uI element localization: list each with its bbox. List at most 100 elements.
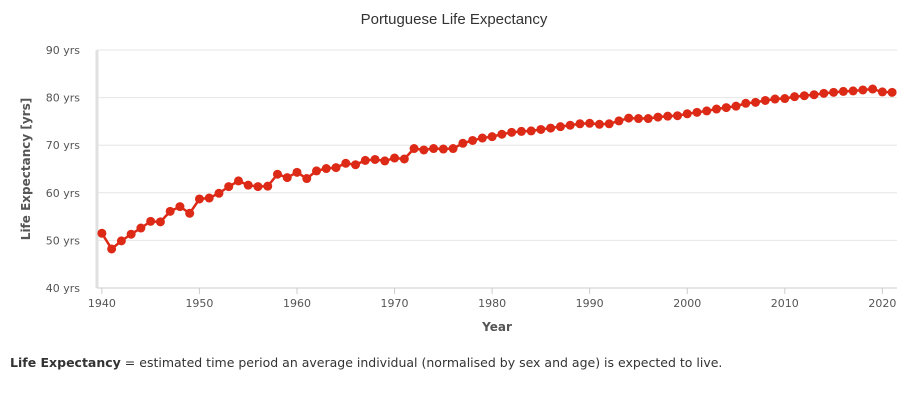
series-life-expectancy	[97, 84, 897, 254]
data-point-1957[interactable]	[263, 181, 273, 191]
data-point-2001[interactable]	[692, 107, 702, 117]
y-tick-label: 40 yrs	[46, 282, 81, 295]
data-point-1995[interactable]	[633, 114, 643, 124]
data-point-2000[interactable]	[682, 109, 692, 119]
data-point-1952[interactable]	[214, 188, 224, 198]
data-point-1978[interactable]	[468, 135, 478, 145]
data-point-1958[interactable]	[272, 169, 282, 179]
data-point-2018[interactable]	[858, 85, 868, 95]
data-point-1986[interactable]	[546, 123, 556, 133]
data-point-1994[interactable]	[624, 113, 634, 123]
chart-title: Portuguese Life Expectancy	[361, 11, 548, 28]
y-tick-label: 90 yrs	[46, 44, 81, 57]
data-point-2007[interactable]	[751, 97, 761, 107]
data-point-1940[interactable]	[97, 228, 107, 238]
y-axis-title: Life Expectancy [yrs]	[19, 98, 33, 240]
data-point-1947[interactable]	[165, 206, 175, 216]
data-point-2014[interactable]	[819, 88, 829, 98]
data-point-1967[interactable]	[360, 155, 370, 165]
x-tick-label: 1950	[185, 297, 213, 310]
data-point-1984[interactable]	[526, 126, 536, 136]
data-point-2021[interactable]	[887, 87, 897, 97]
data-point-2003[interactable]	[712, 104, 722, 114]
data-point-1959[interactable]	[282, 173, 292, 183]
data-point-2006[interactable]	[741, 98, 751, 108]
data-point-1979[interactable]	[477, 133, 487, 143]
x-tick-label: 1940	[88, 297, 116, 310]
data-point-1985[interactable]	[536, 124, 546, 134]
data-point-1953[interactable]	[224, 182, 234, 192]
data-point-1969[interactable]	[380, 156, 390, 166]
data-point-1975[interactable]	[438, 144, 448, 154]
y-tick-label: 80 yrs	[46, 92, 81, 105]
data-point-1993[interactable]	[614, 116, 624, 126]
data-point-1996[interactable]	[643, 114, 653, 124]
data-point-1983[interactable]	[516, 126, 526, 136]
data-point-2011[interactable]	[790, 92, 800, 102]
definition-term: Life Expectancy	[10, 355, 121, 370]
x-tick-label: 1970	[381, 297, 409, 310]
data-point-1956[interactable]	[253, 182, 263, 192]
x-tick-label: 2010	[771, 297, 799, 310]
data-point-2019[interactable]	[868, 84, 878, 94]
data-point-1961[interactable]	[302, 174, 312, 184]
data-point-2008[interactable]	[760, 95, 770, 105]
data-point-1964[interactable]	[331, 163, 341, 173]
life-expectancy-chart: Portuguese Life Expectancy 40 yrs 50 yrs 6…	[19, 11, 897, 334]
data-point-1945[interactable]	[146, 216, 156, 226]
data-point-1988[interactable]	[565, 120, 575, 130]
data-point-2010[interactable]	[780, 94, 790, 104]
data-point-1971[interactable]	[399, 154, 409, 164]
series-line	[100, 87, 893, 251]
data-point-1992[interactable]	[604, 119, 614, 129]
data-point-1951[interactable]	[204, 193, 214, 203]
data-point-2005[interactable]	[731, 101, 741, 111]
data-point-1965[interactable]	[341, 158, 351, 168]
data-point-2016[interactable]	[838, 86, 848, 96]
data-point-1950[interactable]	[194, 194, 204, 204]
data-point-1976[interactable]	[448, 144, 458, 154]
x-tick-label: 2020	[868, 297, 896, 310]
data-point-1948[interactable]	[175, 202, 185, 212]
data-point-2017[interactable]	[848, 86, 858, 96]
data-point-1989[interactable]	[575, 119, 585, 129]
data-point-2012[interactable]	[799, 91, 809, 101]
data-point-1966[interactable]	[351, 160, 361, 170]
data-point-1982[interactable]	[507, 127, 517, 137]
data-point-1990[interactable]	[585, 118, 595, 128]
data-point-1963[interactable]	[321, 164, 331, 174]
x-axis-title: Year	[481, 320, 512, 334]
grid-lines	[97, 49, 897, 241]
data-point-1970[interactable]	[390, 153, 400, 163]
data-point-1999[interactable]	[672, 111, 682, 121]
data-point-1941[interactable]	[107, 244, 117, 254]
data-point-1981[interactable]	[497, 129, 507, 139]
data-point-2004[interactable]	[721, 103, 731, 113]
data-point-1955[interactable]	[243, 180, 253, 190]
data-point-2015[interactable]	[829, 87, 839, 97]
data-point-1960[interactable]	[292, 167, 302, 177]
data-point-1980[interactable]	[487, 132, 497, 142]
data-point-1997[interactable]	[653, 112, 663, 122]
data-point-1968[interactable]	[370, 154, 380, 164]
data-point-1972[interactable]	[409, 144, 419, 154]
data-point-2002[interactable]	[702, 106, 712, 116]
data-point-1944[interactable]	[136, 223, 146, 233]
data-point-1949[interactable]	[185, 208, 195, 218]
data-point-1977[interactable]	[458, 138, 468, 148]
data-point-1991[interactable]	[594, 119, 604, 129]
data-point-1962[interactable]	[312, 166, 322, 176]
data-point-1954[interactable]	[233, 176, 243, 186]
data-point-1998[interactable]	[663, 111, 673, 121]
data-point-1973[interactable]	[419, 145, 429, 155]
data-point-2013[interactable]	[809, 90, 819, 100]
data-point-2020[interactable]	[877, 87, 887, 97]
definition-note: Life Expectancy = estimated time period …	[10, 355, 900, 370]
data-point-1946[interactable]	[155, 217, 165, 227]
data-point-1987[interactable]	[555, 122, 565, 132]
data-point-1942[interactable]	[116, 236, 126, 246]
data-point-2009[interactable]	[770, 94, 780, 104]
x-axis-ticks: 1940 1950 1960 1970 1980 1990 2000 2010 2020	[88, 288, 896, 310]
data-point-1974[interactable]	[429, 144, 439, 154]
data-point-1943[interactable]	[126, 229, 136, 239]
